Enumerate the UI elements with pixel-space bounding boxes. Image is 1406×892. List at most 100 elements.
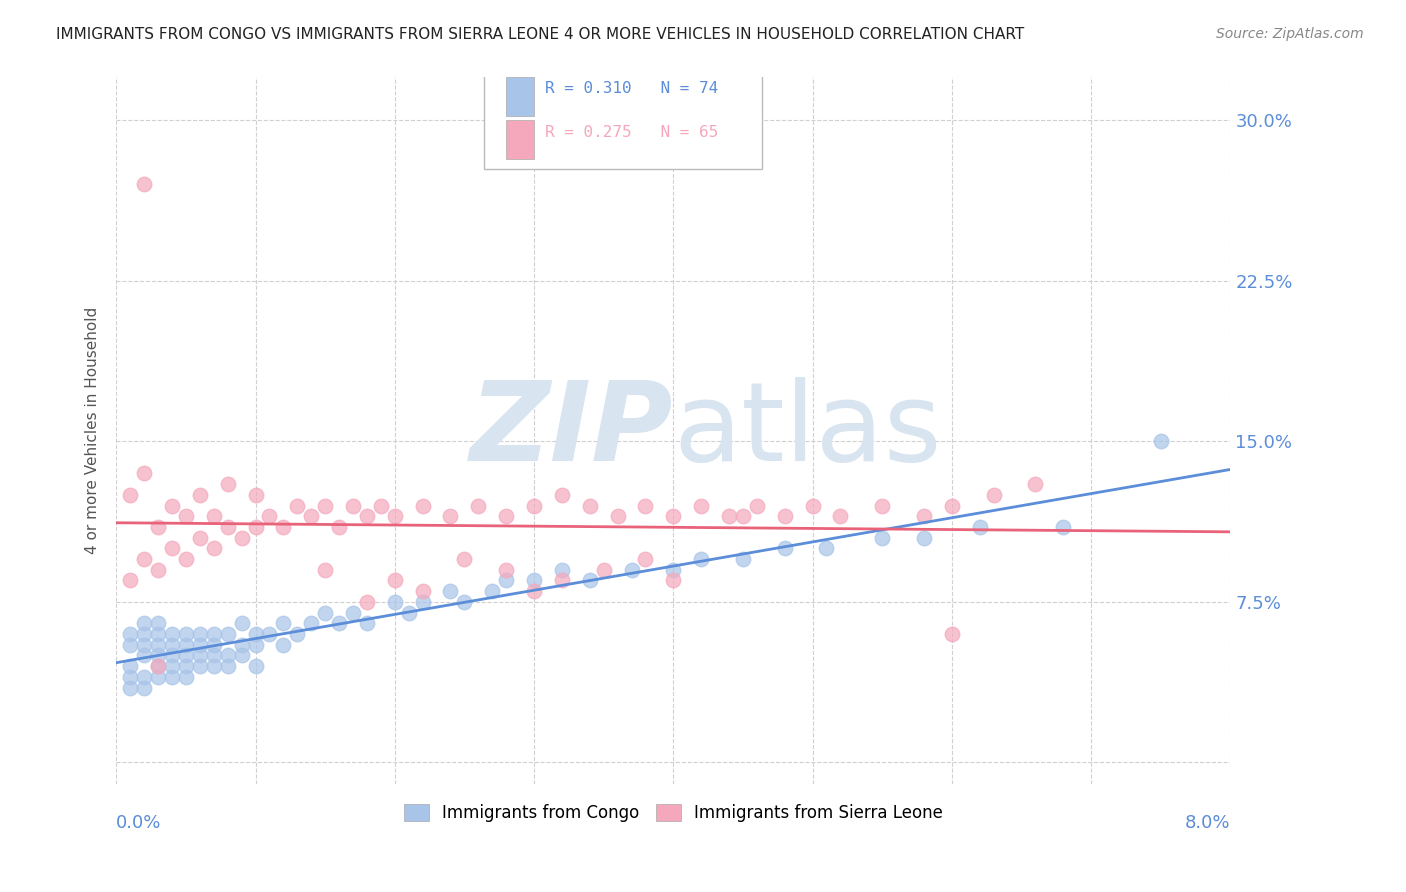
Point — [412, 595, 434, 609]
Point — [523, 499, 546, 513]
Point — [217, 520, 239, 534]
Point — [160, 638, 183, 652]
Point — [202, 638, 225, 652]
Point — [174, 627, 197, 641]
Point — [285, 627, 308, 641]
Point — [120, 627, 142, 641]
Point — [285, 499, 308, 513]
Point — [592, 563, 614, 577]
Point — [801, 499, 824, 513]
Point — [245, 659, 267, 673]
Point — [259, 627, 281, 641]
Point — [146, 627, 169, 641]
Point — [188, 488, 211, 502]
Point — [174, 648, 197, 663]
Point — [1052, 520, 1074, 534]
Text: IMMIGRANTS FROM CONGO VS IMMIGRANTS FROM SIERRA LEONE 4 OR MORE VEHICLES IN HOUS: IMMIGRANTS FROM CONGO VS IMMIGRANTS FROM… — [56, 27, 1025, 42]
Point — [146, 659, 169, 673]
Point — [202, 659, 225, 673]
Point — [342, 606, 364, 620]
Point — [134, 467, 156, 481]
Point — [134, 616, 156, 631]
Point — [217, 627, 239, 641]
Point — [160, 648, 183, 663]
Point — [299, 509, 322, 524]
Point — [160, 541, 183, 556]
Point — [146, 520, 169, 534]
Point — [314, 563, 336, 577]
Point — [146, 616, 169, 631]
Point — [467, 499, 489, 513]
Point — [174, 638, 197, 652]
Point — [188, 659, 211, 673]
Bar — [506, 78, 534, 116]
Point — [690, 552, 713, 566]
Point — [941, 499, 963, 513]
Point — [174, 509, 197, 524]
Point — [217, 659, 239, 673]
Point — [231, 616, 253, 631]
Point — [328, 616, 350, 631]
Point — [231, 531, 253, 545]
Point — [314, 499, 336, 513]
Point — [188, 648, 211, 663]
Point — [356, 616, 378, 631]
Point — [830, 509, 852, 524]
Point — [202, 541, 225, 556]
Point — [160, 659, 183, 673]
Point — [245, 488, 267, 502]
Point — [551, 574, 574, 588]
Text: 0.0%: 0.0% — [117, 814, 162, 832]
Point — [439, 509, 461, 524]
Point — [983, 488, 1005, 502]
Text: atlas: atlas — [673, 377, 942, 484]
Point — [662, 563, 685, 577]
Point — [174, 659, 197, 673]
Text: R = 0.310   N = 74: R = 0.310 N = 74 — [546, 81, 718, 96]
Point — [634, 552, 657, 566]
Point — [174, 670, 197, 684]
Point — [217, 477, 239, 491]
Point — [120, 681, 142, 695]
Point — [120, 574, 142, 588]
Point — [578, 499, 600, 513]
Point — [870, 499, 893, 513]
Point — [912, 509, 935, 524]
Point — [134, 681, 156, 695]
Point — [606, 509, 628, 524]
Point — [299, 616, 322, 631]
Point — [245, 627, 267, 641]
Point — [453, 595, 475, 609]
Point — [202, 509, 225, 524]
Point — [273, 520, 295, 534]
Point — [662, 574, 685, 588]
Point — [202, 627, 225, 641]
Point — [384, 574, 406, 588]
Point — [356, 509, 378, 524]
Point — [231, 648, 253, 663]
Point — [578, 574, 600, 588]
Point — [523, 574, 546, 588]
Point — [773, 509, 796, 524]
Point — [439, 584, 461, 599]
Point — [495, 509, 517, 524]
Point — [146, 563, 169, 577]
Point — [912, 531, 935, 545]
Point — [384, 595, 406, 609]
Point — [245, 520, 267, 534]
Point — [495, 563, 517, 577]
Point — [160, 499, 183, 513]
Text: R = 0.275   N = 65: R = 0.275 N = 65 — [546, 125, 718, 140]
Point — [731, 552, 754, 566]
Point — [273, 638, 295, 652]
Y-axis label: 4 or more Vehicles in Household: 4 or more Vehicles in Household — [86, 307, 100, 554]
Bar — [506, 120, 534, 159]
Point — [120, 638, 142, 652]
Point — [188, 638, 211, 652]
Point — [273, 616, 295, 631]
Point — [160, 627, 183, 641]
Point — [815, 541, 838, 556]
Point — [1024, 477, 1046, 491]
Point — [551, 488, 574, 502]
Point — [146, 659, 169, 673]
